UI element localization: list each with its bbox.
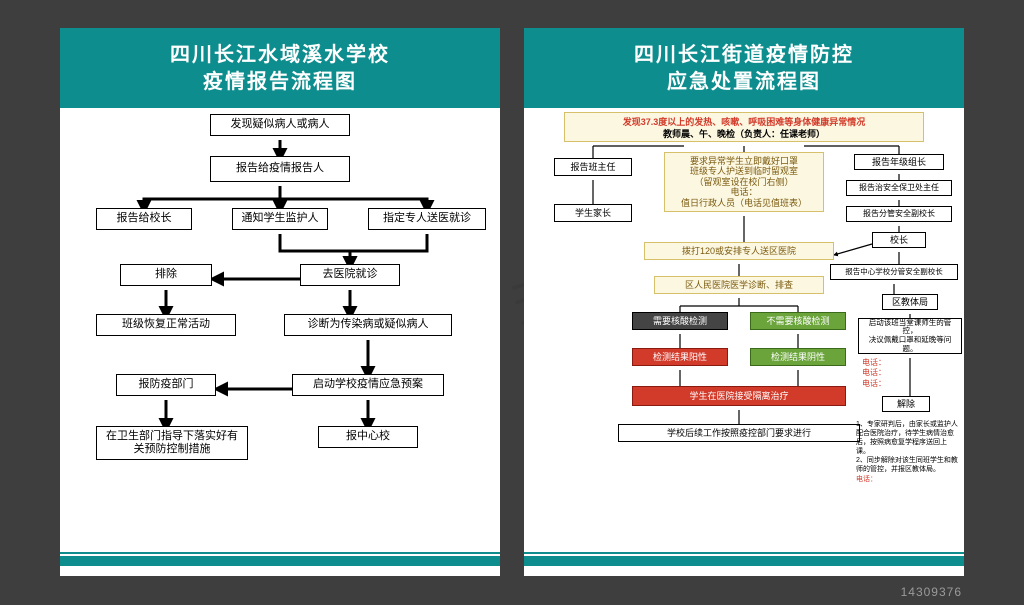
flow-node: 学生在医院接受隔离治疗 — [632, 386, 846, 406]
flow-node: 报防疫部门 — [116, 374, 216, 396]
poster-right: 四川长江街道疫情防控 应急处置流程图 发现37.3度以上的发热、咳嗽、呼吸困难等… — [524, 28, 964, 576]
flow-node: 学校后续工作按照疫控部门要求进行 — [618, 424, 860, 442]
poster-left-header: 四川长江水域溪水学校 疫情报告流程图 — [60, 28, 500, 108]
flow-node: 指定专人送医就诊 — [368, 208, 486, 230]
note-block: 1、专家研判后，由家长或监护人配合医院治疗，待学生病情治愈后，按照病愈复学程序送… — [856, 420, 960, 484]
flow-node: 区人民医院医学诊断、排查 — [654, 276, 824, 294]
poster-left: 四川长江水域溪水学校 疫情报告流程图 发现疑似病人或病人报告给疫情报告人报告给校… — [60, 28, 500, 576]
flow-node: 报告年级组长 — [854, 154, 944, 170]
flow-node: 拨打120或安排专人送区医院 — [644, 242, 834, 260]
canvas: 素材天下 四川长江水域溪水学校 疫情报告流程图 发现疑似病人或病人报告给疫情报告… — [0, 0, 1024, 605]
flow-node: 需要核酸检测 — [632, 312, 728, 330]
footer-stripe — [524, 556, 964, 566]
banner: 发现37.3度以上的发热、咳嗽、呼吸困难等身体健康异常情况教师晨、午、晚检（负责… — [564, 112, 924, 142]
title-line: 四川长江街道疫情防控 — [524, 42, 964, 69]
flow-node: 报告给校长 — [96, 208, 192, 230]
flow-node: 报告中心学校分管安全副校长 — [830, 264, 958, 280]
flow-node: 报告给疫情报告人 — [210, 156, 350, 182]
flow-node: 排除 — [120, 264, 212, 286]
flow-node: 区教体局 — [882, 294, 938, 310]
flow-node: 解除 — [882, 396, 930, 412]
flow-node: 去医院就诊 — [300, 264, 400, 286]
flow-node: 启动该班当堂课师生的管控， 决议佩戴口罩和延晚等问题。 — [858, 318, 962, 354]
id-label: 14309376 — [901, 585, 962, 599]
flow-node: 班级恢复正常活动 — [96, 314, 236, 336]
flow-node: 报告治安全保卫处主任 — [846, 180, 952, 196]
flow-node: 报告班主任 — [554, 158, 632, 176]
flow-node: 在卫生部门指导下落实好有关预防控制措施 — [96, 426, 248, 460]
title-line: 疫情报告流程图 — [60, 69, 500, 96]
flow-node: 诊断为传染病或疑似病人 — [284, 314, 452, 336]
flow-node: 报告分管安全副校长 — [846, 206, 952, 222]
flow-node: 发现疑似病人或病人 — [210, 114, 350, 136]
phone-lines: 电话： 电话： 电话： — [862, 358, 886, 389]
title-line: 应急处置流程图 — [524, 69, 964, 96]
flow-left: 发现疑似病人或病人报告给疫情报告人报告给校长 通知学生监护人 指定专人送医就诊排除 去… — [60, 108, 500, 556]
flow-node: 校长 — [872, 232, 926, 248]
flow-node: 报中心校 — [318, 426, 418, 448]
flow-node: 启动学校疫情应急预案 — [292, 374, 444, 396]
flow-node: 通知学生监护人 — [232, 208, 328, 230]
flow-right: 发现37.3度以上的发热、咳嗽、呼吸困难等身体健康异常情况教师晨、午、晚检（负责… — [524, 108, 964, 556]
poster-right-header: 四川长江街道疫情防控 应急处置流程图 — [524, 28, 964, 108]
flow-node: 不需要核酸检测 — [750, 312, 846, 330]
flow-node: 学生家长 — [554, 204, 632, 222]
flow-node: 要求异常学生立即戴好口罩 班级专人护送到临时留观室 （留观室设在校门右侧） 电话… — [664, 152, 824, 212]
title-line: 四川长江水域溪水学校 — [60, 42, 500, 69]
flow-node: 检测结果阳性 — [632, 348, 728, 366]
footer-stripe — [60, 556, 500, 566]
flow-node: 检测结果阴性 — [750, 348, 846, 366]
